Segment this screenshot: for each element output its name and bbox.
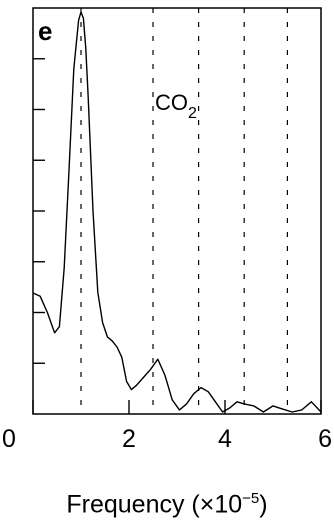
co2-annotation-subscript: 2: [188, 105, 197, 122]
x-tick-label-0: 0: [2, 425, 16, 453]
x-axis-label: Frequency (×10−5): [0, 490, 334, 519]
co2-annotation: CO2: [155, 90, 197, 122]
x-tick-label-2: 4: [218, 425, 232, 453]
x-axis-label-prefix: Frequency (×10: [66, 490, 243, 519]
x-axis-label-exponent: −5: [242, 490, 260, 507]
x-tick-labels: 0 2 4 6: [2, 425, 332, 453]
panel-label: e: [38, 16, 52, 46]
plot-frame: [32, 7, 322, 415]
co2-annotation-text: CO: [155, 90, 188, 115]
y-axis-ticks: [33, 58, 45, 364]
x-tick-label-3: 6: [318, 425, 332, 453]
dashed-reference-lines: [80, 8, 288, 414]
x-axis-label-suffix: ): [259, 490, 268, 519]
spectrum-line: [32, 11, 322, 413]
x-tick-label-1: 2: [122, 425, 136, 453]
